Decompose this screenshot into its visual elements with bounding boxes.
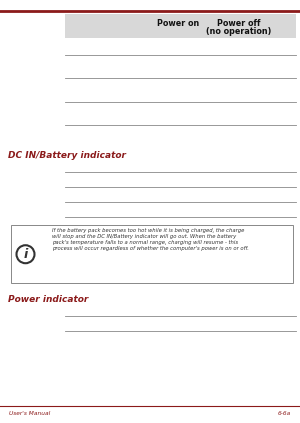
Text: DC IN/Battery indicator: DC IN/Battery indicator — [8, 151, 125, 160]
Text: Power off: Power off — [217, 19, 260, 28]
Text: User's Manual: User's Manual — [9, 411, 50, 416]
Text: 6-6a: 6-6a — [278, 411, 291, 416]
Text: Power indicator: Power indicator — [8, 295, 88, 304]
Text: i: i — [23, 248, 28, 261]
Text: (no operation): (no operation) — [206, 27, 271, 36]
Bar — [64, 14, 296, 38]
Text: If the battery pack becomes too hot while it is being charged, the charge
will s: If the battery pack becomes too hot whil… — [52, 228, 249, 251]
Bar — [11, 225, 292, 283]
Text: Power on: Power on — [158, 19, 200, 28]
